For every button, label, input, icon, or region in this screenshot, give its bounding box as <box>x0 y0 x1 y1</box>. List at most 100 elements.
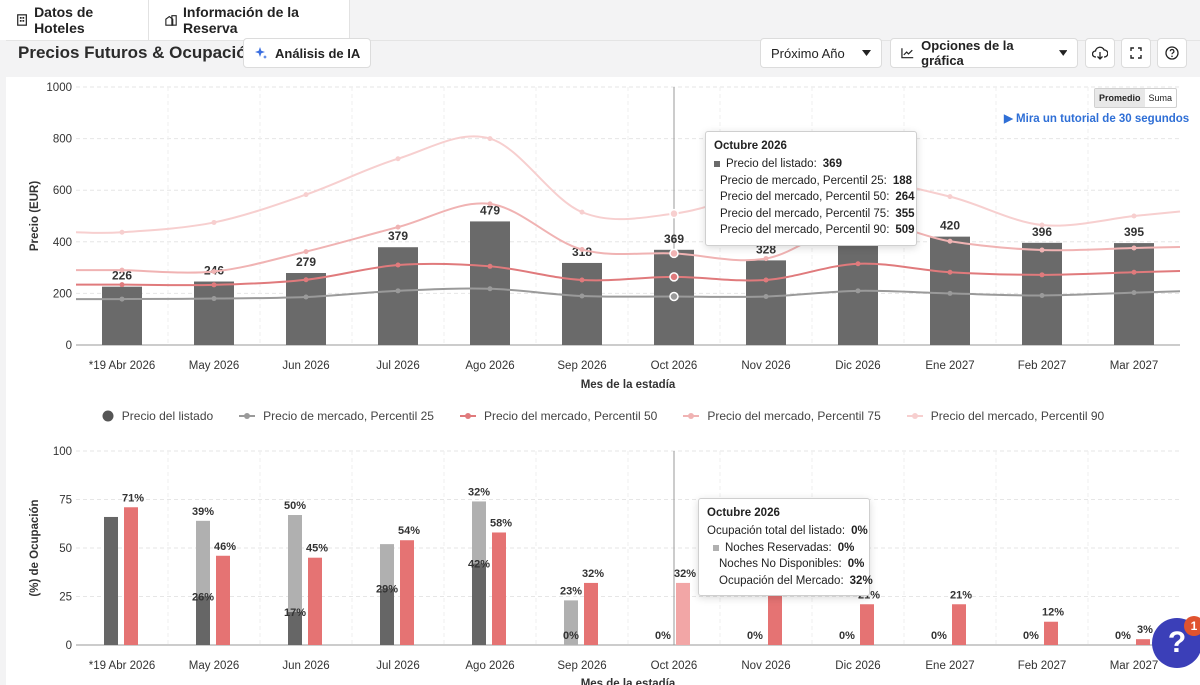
legend-label: Precio de mercado, Percentil 25 <box>263 409 434 423</box>
line-point <box>211 282 217 288</box>
legend-item[interactable]: Precio del mercado, Percentil 75 <box>683 409 881 423</box>
y-tick-label: 75 <box>59 495 72 507</box>
legend-label: Precio del mercado, Percentil 90 <box>930 409 1105 423</box>
line-point <box>763 293 769 299</box>
price-bar <box>378 247 418 345</box>
line-point <box>579 209 585 215</box>
price-bar <box>562 262 602 345</box>
y-tick-label: 25 <box>59 592 72 604</box>
y-tick-label: 0 <box>66 640 72 652</box>
x-tick-label: May 2026 <box>189 660 240 672</box>
line-point <box>487 263 493 269</box>
caret-down-icon <box>1058 50 1067 56</box>
tooltip-value: 509 <box>895 224 915 237</box>
line-point <box>303 294 309 300</box>
period-select-value: Próximo Año <box>771 45 845 61</box>
y-tick-label: 800 <box>53 134 72 146</box>
toggle-promedio[interactable]: Promedio <box>1095 89 1145 107</box>
unavailable-nights-bar <box>196 596 210 645</box>
tooltip-row: Precio del mercado, Percentil 50: 264 <box>714 189 915 206</box>
tab-label: Datos de Hoteles <box>34 4 94 36</box>
line-point <box>669 248 679 259</box>
line-point <box>855 261 861 267</box>
x-tick-label: Jun 2026 <box>282 660 329 672</box>
tooltip-row: Noches Reservadas: 0% <box>707 540 861 557</box>
line-point <box>763 256 769 262</box>
chart-options-button[interactable]: Opciones de la gráfica <box>890 38 1078 68</box>
tooltip-marker <box>713 544 719 551</box>
x-tick-label: Mar 2027 <box>1110 660 1159 672</box>
toggle-suma[interactable]: Suma <box>1148 93 1173 103</box>
line-point <box>947 238 953 244</box>
market-occupancy-bar <box>1044 621 1058 645</box>
tooltip-label: Precio del mercado, Percentil 90: <box>720 224 890 237</box>
p90-line <box>75 135 1181 234</box>
reserved-label: 23% <box>560 585 582 597</box>
x-tick-label: Ene 2027 <box>925 660 974 672</box>
price-bar <box>102 286 142 345</box>
notification-badge: 1 <box>1184 616 1200 636</box>
legend-item[interactable]: Precio del mercado, Percentil 50 <box>459 409 657 423</box>
tooltip-label: Noches Reservadas: <box>725 541 832 554</box>
line-point <box>487 201 493 207</box>
market-label: 71% <box>122 492 144 504</box>
x-tick-label: Jul 2026 <box>376 660 419 672</box>
unavailable-nights-bar <box>288 612 302 645</box>
legend-marker <box>102 410 114 422</box>
tutorial-link[interactable]: ▶ Mira un tutorial de 30 segundos <box>1004 113 1190 125</box>
market-label: 12% <box>1042 607 1064 619</box>
tooltip-value: 0% <box>847 558 865 571</box>
price-chart: 0 200 400 600 800 1000 *19 Abr 2026 May 2026 Jun… <box>29 82 1181 391</box>
fullscreen-button[interactable] <box>1121 38 1151 68</box>
line-point <box>487 136 493 142</box>
tab-datos-de-hoteles[interactable]: Datos de Hoteles <box>0 0 149 40</box>
line-point <box>855 288 861 294</box>
market-occupancy-bar <box>860 604 874 645</box>
legend-item[interactable]: Precio del mercado, Percentil 90 <box>906 409 1105 423</box>
tab-informacion-reserva[interactable]: Información de la Reserva <box>149 0 350 40</box>
y-tick-label: 600 <box>53 185 72 197</box>
legend-marker <box>683 413 700 419</box>
reserved-label: 32% <box>468 486 490 498</box>
tooltip-row: Precio del mercado, Percentil 75: 355 <box>714 206 915 223</box>
x-tick-label: Dic 2026 <box>835 360 880 372</box>
tooltip-value: 0% <box>851 525 868 538</box>
period-select[interactable]: Próximo Año <box>760 38 882 68</box>
bar-value-label: 479 <box>480 203 500 217</box>
chart-options-label: Opciones de la gráfica <box>921 38 1014 68</box>
p50-line <box>75 262 1181 287</box>
unavailable-label: 0% <box>839 630 855 642</box>
ai-analysis-button[interactable]: Análisis de IA <box>243 38 372 68</box>
legend-item[interactable]: Precio del listado <box>102 409 213 423</box>
y-tick-label: 100 <box>53 446 72 458</box>
x-tick-label: May 2026 <box>189 360 240 372</box>
unavailable-label: 0% <box>747 630 763 642</box>
line-point <box>119 267 125 273</box>
x-tick-label: Oct 2026 <box>651 360 698 372</box>
line-point <box>303 192 309 198</box>
bar-value-label: 395 <box>1124 225 1144 239</box>
market-label: 32% <box>582 568 604 580</box>
y-axis-title: (%) de Ocupación <box>29 499 41 596</box>
legend-item[interactable]: Precio de mercado, Percentil 25 <box>239 409 434 423</box>
bar-value-label: 279 <box>296 255 316 269</box>
reserved-nights-bar <box>288 515 302 613</box>
line-point <box>119 296 125 302</box>
download-button[interactable] <box>1085 38 1115 68</box>
x-tick-label: Dic 2026 <box>835 660 880 672</box>
line-point <box>579 277 585 283</box>
line-point <box>119 229 125 235</box>
line-point <box>669 291 679 302</box>
x-tick-label: Nov 2026 <box>741 660 790 672</box>
tooltip-row: Precio de mercado, Percentil 25: 188 <box>714 173 912 190</box>
reserved-nights-bar <box>564 600 578 645</box>
line-point <box>211 219 217 225</box>
bar-value-label: 396 <box>1032 225 1052 239</box>
p25-line <box>75 287 1181 301</box>
p75-line <box>75 202 1181 274</box>
legend-marker <box>239 413 256 419</box>
ai-analysis-label: Análisis de IA <box>275 45 361 61</box>
question-icon <box>1165 46 1179 60</box>
help-button[interactable] <box>1157 38 1187 68</box>
x-tick-label: Sep 2026 <box>557 660 606 672</box>
